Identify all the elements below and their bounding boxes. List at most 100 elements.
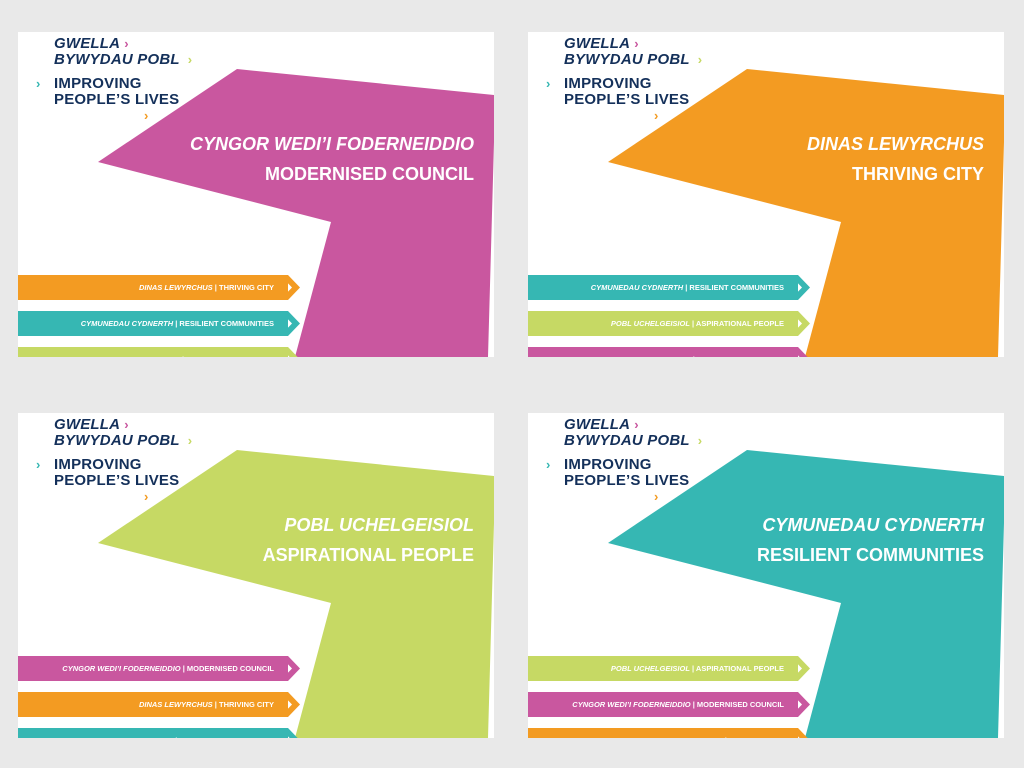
double-chevron-icon bbox=[276, 347, 298, 357]
theme-bar-label: POBL UCHELGEISIOL | ASPIRATIONAL PEOPLE bbox=[611, 311, 784, 336]
headline-welsh: CYMUNEDAU CYDNERTH bbox=[762, 515, 984, 535]
headline-welsh: POBL UCHELGEISIOL bbox=[284, 515, 474, 535]
theme-bar-label: DINAS LEWYRCHUS | THRIVING CITY bbox=[139, 692, 274, 717]
logo: GWELLA › BYWYDAU POBL › › IMPROVING PEOPLE’S L… bbox=[546, 417, 702, 505]
theme-bar-fill bbox=[18, 311, 288, 336]
theme-bar-separator: | bbox=[689, 664, 696, 673]
headline-english: THRIVING CITY bbox=[851, 164, 984, 184]
double-chevron-icon bbox=[276, 728, 298, 738]
chevron-right-icon: › bbox=[144, 108, 149, 123]
chevron-right-icon: › bbox=[36, 457, 41, 472]
theme-bar-english: MODERNISED COUNCIL bbox=[696, 700, 784, 709]
theme-bar-label: CYNGOR WEDI’I FODERNEIDDIO | MODERNISED … bbox=[572, 692, 784, 717]
chevron-right-icon: › bbox=[654, 108, 659, 123]
theme-bar-separator: | bbox=[212, 283, 219, 292]
theme-bar-welsh: CYNGOR WEDI’I FODERNEIDDIO bbox=[572, 700, 691, 709]
theme-bar: CYNGOR WEDI’I FODERNEIDDIO | MODERNISED … bbox=[528, 347, 828, 357]
theme-bar-fill bbox=[18, 728, 288, 738]
theme-bar-separator: | bbox=[691, 355, 697, 357]
theme-bar-english: MODERNISED COUNCIL bbox=[697, 355, 784, 357]
big-arrow-shape bbox=[608, 450, 1004, 738]
theme-bar-separator: | bbox=[173, 319, 180, 328]
theme-bar-english: THRIVING CITY bbox=[729, 736, 784, 738]
big-arrow-shape bbox=[98, 69, 494, 357]
logo-english-line2: PEOPLE’S LIVES bbox=[564, 472, 690, 489]
theme-bar-separator: | bbox=[683, 283, 690, 292]
chevron-right-icon: › bbox=[124, 417, 129, 432]
theme-bar-welsh: CYMUNEDAU CYDNERTH bbox=[590, 283, 684, 292]
double-chevron-icon bbox=[786, 656, 810, 681]
theme-bar-separator: | bbox=[180, 355, 186, 357]
theme-bar-fill bbox=[528, 692, 798, 717]
theme-bar: DINAS LEWYRCHUS | THRIVING CITY bbox=[18, 692, 318, 717]
headline-english: MODERNISED COUNCIL bbox=[264, 164, 474, 184]
theme-bar-label: DINAS LEWYRCHUS | THRIVING CITY bbox=[139, 275, 274, 300]
theme-bar-label: CYMUNEDAU CYDNERTH | RESILIENT COMMUNITI… bbox=[81, 728, 274, 738]
theme-bar-separator: | bbox=[180, 664, 187, 673]
theme-bar-fill bbox=[18, 275, 288, 300]
headline: CYNGOR WEDI’I FODERNEIDDIO MODERNISED COU… bbox=[190, 129, 474, 189]
theme-bar: DINAS LEWYRCHUS | THRIVING CITY bbox=[528, 728, 828, 738]
theme-bar-label: CYNGOR WEDI’I FODERNEIDDIO | MODERNISED … bbox=[62, 656, 274, 681]
chevron-right-icon: › bbox=[546, 457, 551, 472]
theme-bar-welsh: POBL UCHELGEISIOL bbox=[610, 664, 690, 673]
theme-bar-fill bbox=[528, 656, 798, 681]
theme-bar-english: RESILIENT COMMUNITIES bbox=[689, 283, 784, 292]
chevron-right-icon: › bbox=[144, 489, 149, 504]
headline-english: RESILIENT COMMUNITIES bbox=[756, 545, 984, 565]
theme-bar-welsh: CYNGOR WEDI’I FODERNEIDDIO bbox=[62, 664, 181, 673]
theme-bar-separator: | bbox=[689, 319, 696, 328]
logo-english-line1: IMPROVING bbox=[564, 75, 652, 92]
headline-welsh: DINAS LEWYRCHUS bbox=[806, 134, 984, 154]
logo-welsh-line1: GWELLA bbox=[54, 35, 121, 52]
big-arrow-polygon bbox=[98, 450, 494, 738]
logo: GWELLA › BYWYDAU POBL › › IMPROVING PEOPLE’S L… bbox=[36, 417, 192, 505]
chevron-right-icon: › bbox=[634, 417, 639, 432]
theme-bar-separator: | bbox=[212, 700, 219, 709]
big-arrow-shape bbox=[98, 450, 494, 738]
theme-bar-welsh: CYNGOR WEDI’I FODERNEIDDIO bbox=[572, 355, 690, 357]
logo-english-line1: IMPROVING bbox=[54, 456, 142, 473]
theme-bar-english: RESILIENT COMMUNITIES bbox=[179, 736, 274, 738]
theme-bar-separator: | bbox=[690, 700, 697, 709]
theme-bar: POBL UCHELGEISIOL | ASPIRATIONAL PEOPLE bbox=[528, 311, 828, 336]
theme-bar: POBL UCHELGEISIOL | ASPIRATIONAL PEOPLE bbox=[18, 347, 318, 357]
chevron-right-icon: › bbox=[697, 52, 703, 67]
headline-welsh: CYNGOR WEDI’I FODERNEIDDIO bbox=[189, 134, 474, 154]
theme-bar-english: ASPIRATIONAL PEOPLE bbox=[695, 664, 784, 673]
theme-bar-label: POBL UCHELGEISIOL | ASPIRATIONAL PEOPLE bbox=[101, 347, 274, 357]
big-arrow-polygon bbox=[608, 450, 1004, 738]
theme-bar-fill bbox=[528, 347, 798, 357]
theme-bar-fill bbox=[18, 347, 288, 357]
logo-english-line1: IMPROVING bbox=[564, 456, 652, 473]
double-chevron-icon bbox=[276, 275, 300, 300]
double-chevron-icon bbox=[276, 311, 300, 336]
double-chevron-icon bbox=[276, 656, 300, 681]
big-arrow-polygon bbox=[98, 69, 494, 357]
headline: DINAS LEWYRCHUS THRIVING CITY bbox=[807, 129, 984, 189]
theme-bar-fill bbox=[528, 311, 798, 336]
theme-bar-english: MODERNISED COUNCIL bbox=[186, 664, 274, 673]
chevron-right-icon: › bbox=[634, 36, 639, 51]
poster-card: GWELLA › BYWYDAU POBL › › IMPROVING PEOPLE’S L… bbox=[18, 413, 494, 738]
theme-bar-welsh: CYMUNEDAU CYDNERTH bbox=[80, 319, 174, 328]
theme-bar: CYMUNEDAU CYDNERTH | RESILIENT COMMUNITI… bbox=[528, 275, 828, 300]
theme-bar: CYMUNEDAU CYDNERTH | RESILIENT COMMUNITI… bbox=[18, 311, 318, 336]
double-chevron-icon bbox=[786, 347, 808, 357]
logo-english-line1: IMPROVING bbox=[54, 75, 142, 92]
theme-bar-welsh: DINAS LEWYRCHUS bbox=[138, 700, 213, 709]
logo-welsh-line2: BYWYDAU POBL bbox=[54, 432, 180, 449]
theme-bar-welsh: DINAS LEWYRCHUS bbox=[649, 736, 723, 738]
theme-bar: CYNGOR WEDI’I FODERNEIDDIO | MODERNISED … bbox=[18, 656, 318, 681]
logo-welsh-line1: GWELLA bbox=[564, 35, 631, 52]
theme-bar: DINAS LEWYRCHUS | THRIVING CITY bbox=[18, 275, 318, 300]
theme-bar-fill bbox=[18, 692, 288, 717]
theme-bar-welsh: POBL UCHELGEISIOL bbox=[610, 319, 690, 328]
theme-bar-welsh: POBL UCHELGEISIOL bbox=[101, 355, 180, 357]
theme-bar-fill bbox=[528, 275, 798, 300]
theme-bar: CYNGOR WEDI’I FODERNEIDDIO | MODERNISED … bbox=[528, 692, 828, 717]
logo-english-line2: PEOPLE’S LIVES bbox=[54, 91, 180, 108]
headline: CYMUNEDAU CYDNERTH RESILIENT COMMUNITIES bbox=[757, 510, 984, 570]
headline: POBL UCHELGEISIOL ASPIRATIONAL PEOPLE bbox=[263, 510, 474, 570]
theme-bar-separator: | bbox=[723, 736, 729, 738]
